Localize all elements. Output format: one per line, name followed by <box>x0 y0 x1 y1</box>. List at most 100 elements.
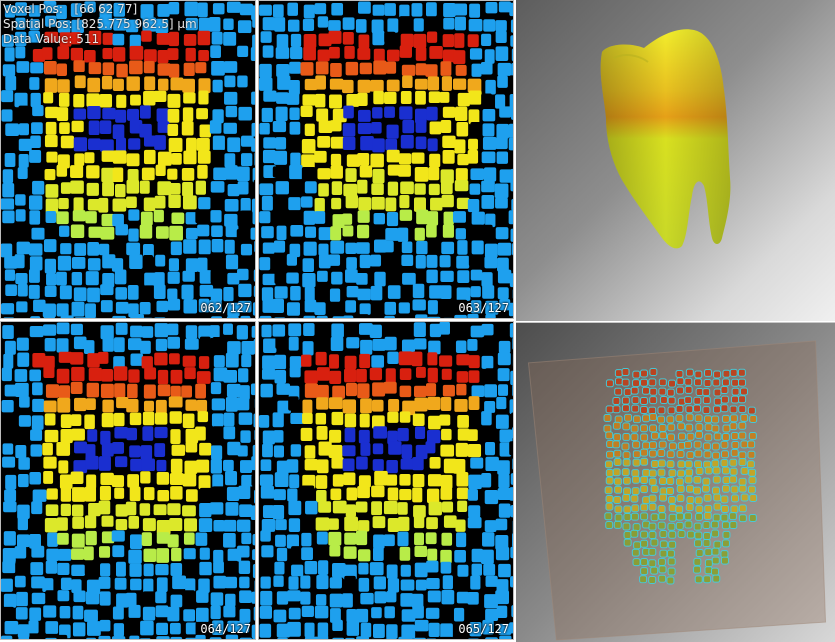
background-cell <box>508 302 513 317</box>
background-cell <box>373 534 385 549</box>
tooth-cell <box>371 122 382 134</box>
tooth-cell <box>195 62 207 74</box>
background-cell <box>223 369 238 383</box>
volume-cell <box>711 424 720 433</box>
volume-cell <box>676 377 685 386</box>
tooth-cell <box>126 153 140 167</box>
background-cell <box>289 243 301 258</box>
volume-cell <box>640 378 648 387</box>
background-cell <box>71 301 85 317</box>
volume-cell <box>632 450 641 459</box>
volume-render-view[interactable] <box>516 322 835 642</box>
tooth-cell <box>57 397 71 413</box>
volume-cell <box>658 477 667 485</box>
background-cell <box>185 258 199 272</box>
background-cell <box>318 560 329 576</box>
background-cell <box>72 622 86 637</box>
tooth-cell <box>441 428 452 441</box>
background-cell <box>332 619 343 632</box>
tooth-cell <box>442 149 455 164</box>
tooth-cell <box>88 503 101 517</box>
slice-view-065[interactable]: 065/127 <box>258 321 514 640</box>
background-cell <box>304 636 319 639</box>
tooth-cell <box>412 487 423 503</box>
background-cell <box>18 457 30 470</box>
background-cell <box>427 300 438 315</box>
background-cell <box>275 337 289 349</box>
tooth-cell <box>182 181 194 197</box>
background-cell <box>29 369 41 382</box>
tooth-cell <box>74 75 86 89</box>
background-cell <box>302 258 314 272</box>
volume-cell <box>667 396 676 405</box>
volume-cell <box>713 502 722 511</box>
tooth-cell <box>143 384 156 399</box>
background-cell <box>1 109 13 122</box>
volume-cell <box>693 565 702 574</box>
background-cell <box>98 243 110 256</box>
slice-view-063[interactable]: 063/127 <box>258 0 514 319</box>
tooth-cell <box>72 516 84 529</box>
tooth-cell <box>127 168 139 183</box>
volume-cell <box>713 388 722 397</box>
volume-cell <box>642 386 650 395</box>
slice-view-062[interactable]: 062/127 <box>0 0 256 319</box>
tooth-cell <box>98 500 111 515</box>
tooth-cell <box>88 30 102 45</box>
volume-cell <box>623 538 632 547</box>
volume-cell <box>738 484 747 493</box>
background-cell <box>509 399 513 415</box>
volume-cell <box>738 477 747 486</box>
background-cell <box>485 441 496 456</box>
volume-cell <box>748 431 757 440</box>
background-cell <box>259 4 272 16</box>
background-cell <box>471 563 483 576</box>
volume-cell <box>730 432 739 441</box>
background-cell <box>331 303 344 318</box>
volume-cell <box>648 547 657 556</box>
volume-cell <box>704 566 713 575</box>
tooth-cell <box>304 123 315 137</box>
background-cell <box>212 135 225 151</box>
background-cell <box>453 322 467 337</box>
background-cell <box>413 322 426 338</box>
background-cell <box>454 16 466 31</box>
tooth-cell <box>374 470 388 486</box>
background-cell <box>454 299 468 311</box>
background-cell <box>209 120 222 134</box>
background-cell <box>213 167 227 181</box>
surface-render-view[interactable] <box>516 0 835 321</box>
tooth-cell <box>385 368 396 384</box>
background-cell <box>401 241 413 254</box>
tooth-cell <box>44 355 55 369</box>
tooth-cell <box>331 197 342 210</box>
volume-cell <box>605 405 614 414</box>
volume-cell <box>640 539 649 548</box>
tooth-cell <box>153 90 167 102</box>
background-cell <box>484 256 498 269</box>
background-cell <box>2 225 14 240</box>
volume-cell <box>613 477 622 486</box>
volume-cell <box>740 466 749 475</box>
tooth-cell <box>383 500 398 515</box>
volume-cell <box>639 575 648 584</box>
background-cell <box>45 560 58 574</box>
background-cell <box>481 473 492 488</box>
tooth-cell <box>457 92 470 107</box>
background-cell <box>300 591 311 605</box>
tooth-cell <box>44 135 58 148</box>
background-cell <box>128 228 139 242</box>
tooth-cell <box>317 136 331 148</box>
tooth-cell <box>343 183 358 197</box>
background-cell <box>369 562 384 576</box>
background-cell <box>273 150 288 165</box>
volume-cell <box>640 567 649 576</box>
tooth-cell <box>196 371 211 384</box>
volume-cell <box>749 415 758 423</box>
background-cell <box>142 591 157 604</box>
tooth-cell <box>183 33 197 46</box>
slice-view-064[interactable]: 064/127 <box>0 321 256 640</box>
volume-cell <box>658 387 667 396</box>
volume-cell <box>702 442 711 451</box>
background-cell <box>4 256 18 269</box>
